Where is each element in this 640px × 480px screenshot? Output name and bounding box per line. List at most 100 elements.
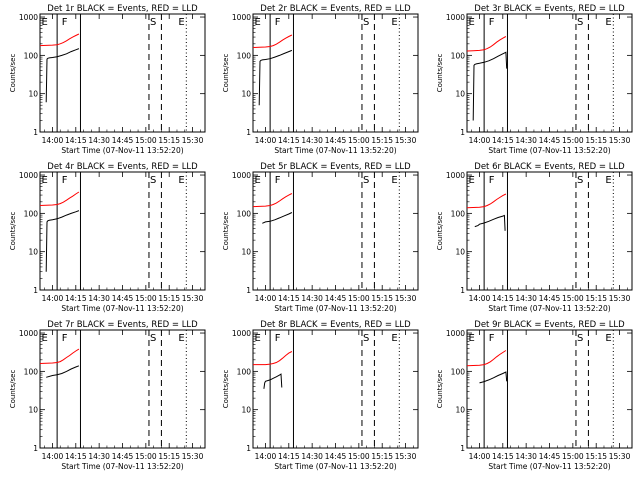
- y-tick-label: 10: [28, 90, 38, 99]
- y-tick-label: 100: [24, 367, 39, 376]
- marker-letter: E: [255, 17, 261, 28]
- series-events-black: [472, 51, 508, 121]
- x-tick-label: 14:15: [492, 294, 514, 303]
- x-tick-label: 14:45: [112, 136, 134, 145]
- y-tick-label: 1000: [19, 171, 38, 180]
- series-lld-red: [253, 351, 293, 366]
- x-tick-label: 15:30: [395, 294, 417, 303]
- x-tick-label: 15:15: [158, 452, 180, 461]
- x-tick-label: 15:15: [371, 136, 393, 145]
- y-tick-label: 100: [24, 51, 39, 60]
- marker-letter: S: [150, 17, 156, 28]
- x-tick-label: 15:00: [348, 294, 370, 303]
- y-tick-label: 1: [460, 286, 465, 295]
- x-tick-label: 14:30: [88, 452, 110, 461]
- plot-frame: [39, 329, 206, 449]
- x-tick-label: 14:30: [515, 136, 537, 145]
- series-lld-red: [466, 350, 507, 367]
- series-lld-red: [252, 34, 293, 48]
- y-axis-label: Counts/sec: [436, 54, 444, 93]
- y-tick-label: 10: [28, 248, 38, 257]
- series-lld-red: [466, 193, 507, 209]
- y-tick-label: 1000: [446, 13, 465, 22]
- y-axis-label: Counts/sec: [436, 212, 444, 251]
- x-tick-label: 14:30: [88, 136, 110, 145]
- y-tick-label: 1000: [232, 171, 251, 180]
- x-tick-label: 14:45: [539, 136, 561, 145]
- x-tick-label: 14:15: [278, 136, 300, 145]
- x-tick-label: 14:30: [301, 452, 323, 461]
- x-axis-label: Start Time (07-Nov-11 13:52:20): [274, 462, 396, 471]
- x-tick-label: 14:00: [469, 294, 491, 303]
- y-tick-label: 1: [246, 444, 251, 453]
- y-tick-label: 1: [460, 444, 465, 453]
- marker-letter: F: [489, 17, 495, 28]
- x-tick-label: 15:15: [371, 294, 393, 303]
- x-tick-label: 14:45: [539, 294, 561, 303]
- x-tick-label: 15:15: [585, 136, 607, 145]
- series-events-black: [46, 365, 80, 378]
- marker-letter: S: [363, 175, 369, 186]
- y-axis-label: Counts/sec: [9, 54, 17, 93]
- x-tick-label: 14:00: [469, 136, 491, 145]
- series-events-black: [45, 210, 80, 272]
- y-tick-label: 10: [241, 90, 251, 99]
- x-tick-label: 15:30: [609, 136, 631, 145]
- y-tick-label: 1: [460, 128, 465, 137]
- marker-letter: E: [255, 333, 261, 344]
- chart-title: Det 4r BLACK = Events, RED = LLD: [47, 162, 198, 172]
- x-tick-label: 15:30: [395, 452, 417, 461]
- x-axis-label: Start Time (07-Nov-11 13:52:20): [274, 304, 396, 313]
- x-tick-label: 15:30: [395, 136, 417, 145]
- marker-letter: S: [577, 175, 583, 186]
- marker-letter: E: [391, 17, 397, 28]
- x-tick-label: 14:15: [278, 294, 300, 303]
- series-lld-red: [39, 191, 80, 206]
- x-tick-label: 14:30: [88, 294, 110, 303]
- y-tick-label: 100: [451, 209, 466, 218]
- marker-letter: F: [489, 333, 495, 344]
- y-tick-label: 1000: [19, 13, 38, 22]
- x-tick-label: 15:15: [371, 452, 393, 461]
- y-tick-label: 10: [241, 406, 251, 415]
- y-tick-label: 1000: [446, 171, 465, 180]
- x-tick-label: 14:15: [492, 136, 514, 145]
- chart-title: Det 8r BLACK = Events, RED = LLD: [260, 320, 411, 330]
- x-tick-label: 15:00: [562, 294, 584, 303]
- x-tick-label: 14:30: [515, 294, 537, 303]
- x-tick-label: 15:00: [348, 136, 370, 145]
- x-tick-label: 15:15: [158, 136, 180, 145]
- marker-letter: E: [178, 17, 184, 28]
- series-events-black: [45, 48, 80, 103]
- chart-title: Det 1r BLACK = Events, RED = LLD: [47, 4, 198, 14]
- y-axis-label: Counts/sec: [222, 212, 230, 251]
- plot-frame: [252, 329, 419, 449]
- marker-letter: S: [577, 333, 583, 344]
- x-axis-label: Start Time (07-Nov-11 13:52:20): [61, 146, 183, 155]
- x-tick-label: 14:30: [301, 294, 323, 303]
- marker-letter: F: [62, 175, 68, 186]
- marker-letter: F: [275, 333, 281, 344]
- x-tick-label: 15:00: [135, 452, 157, 461]
- x-tick-label: 14:15: [278, 452, 300, 461]
- plot-frame: [466, 171, 633, 291]
- y-tick-label: 1: [246, 128, 251, 137]
- x-tick-label: 14:45: [325, 294, 347, 303]
- x-tick-label: 14:45: [112, 294, 134, 303]
- marker-letter: S: [150, 333, 156, 344]
- series-events-black: [258, 49, 293, 106]
- marker-letter: E: [469, 175, 475, 186]
- x-tick-label: 14:30: [515, 452, 537, 461]
- marker-letter: F: [489, 175, 495, 186]
- x-tick-label: 15:00: [135, 136, 157, 145]
- y-tick-label: 1: [33, 128, 38, 137]
- series-lld-red: [39, 33, 80, 47]
- series-lld-red: [39, 348, 80, 364]
- y-tick-label: 10: [455, 406, 465, 415]
